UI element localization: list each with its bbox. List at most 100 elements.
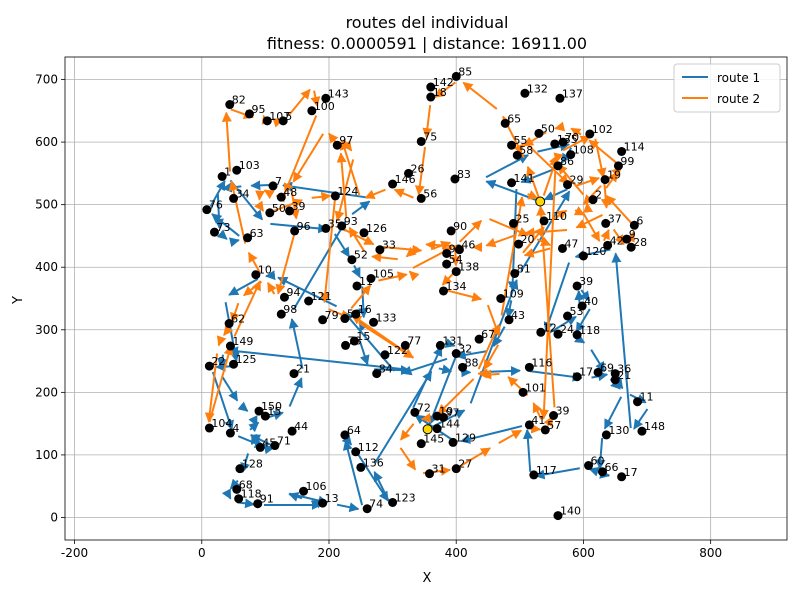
node-label: 82 xyxy=(232,94,246,107)
node-label: 37 xyxy=(608,212,622,225)
node-label: 74 xyxy=(369,498,383,511)
node-marker xyxy=(563,180,573,190)
node-marker xyxy=(202,205,212,215)
route-2-segment xyxy=(336,152,348,219)
node-label: 21 xyxy=(296,363,310,376)
route-1-segment xyxy=(633,408,649,430)
node-marker xyxy=(598,467,608,477)
node-marker xyxy=(318,315,328,325)
route-1-segment xyxy=(351,265,361,279)
node-label: 1 xyxy=(224,165,231,178)
node-marker xyxy=(244,109,254,119)
node-label: 91 xyxy=(260,493,274,506)
y-tick-label: 400 xyxy=(35,260,58,274)
node-label: 31 xyxy=(431,463,445,476)
node-marker xyxy=(601,218,611,228)
route-1-segment xyxy=(333,233,351,258)
route-1-segment xyxy=(228,237,240,248)
chart-subtitle: fitness: 0.0000591 | distance: 16911.00 xyxy=(267,34,587,53)
route-2-segment xyxy=(230,302,240,323)
node-label: 5 xyxy=(285,110,292,123)
route-2-segment xyxy=(527,144,570,185)
route-1-segment xyxy=(282,181,369,199)
node-label: 70 xyxy=(565,131,579,144)
node-marker xyxy=(410,407,420,417)
route-2-segment xyxy=(247,251,261,273)
route-2-segment xyxy=(485,234,517,248)
route-2-segment xyxy=(223,325,234,336)
node-label: 18 xyxy=(433,86,447,99)
node-label: 148 xyxy=(644,420,665,433)
node-marker xyxy=(539,216,549,226)
route-2-segment xyxy=(600,181,611,209)
node-label: 63 xyxy=(250,227,264,240)
route-2-segment xyxy=(477,324,500,370)
node-marker xyxy=(229,193,239,203)
node-marker xyxy=(276,309,286,319)
node-label: 102 xyxy=(592,123,613,136)
route-2-segment xyxy=(255,190,266,201)
node-label: 64 xyxy=(347,424,361,437)
node-label: 58 xyxy=(519,144,533,157)
node-label: 137 xyxy=(562,87,583,100)
node-label: 114 xyxy=(624,140,645,153)
node-marker xyxy=(290,226,300,236)
node-label: 11 xyxy=(640,391,654,404)
node-marker xyxy=(369,317,379,327)
node-marker xyxy=(229,359,239,369)
node-marker xyxy=(217,171,227,181)
node-marker xyxy=(388,179,398,189)
x-tick-label: 600 xyxy=(572,546,595,560)
node-marker xyxy=(448,437,458,447)
node-label: 28 xyxy=(633,236,647,249)
node-marker xyxy=(566,150,576,160)
y-tick-label: 700 xyxy=(35,73,58,87)
route-2-segment xyxy=(553,152,564,164)
node-marker xyxy=(438,412,448,422)
route-2-segment xyxy=(208,344,234,423)
node-label: 69 xyxy=(600,361,614,374)
route-2-segment xyxy=(481,369,500,380)
node-marker xyxy=(553,329,563,339)
node-marker xyxy=(330,191,340,201)
legend: route 1 route 2 xyxy=(673,63,781,113)
node-marker xyxy=(400,340,410,350)
node-label: 146 xyxy=(395,173,416,186)
route-1-segment xyxy=(351,200,371,216)
node-marker xyxy=(253,499,263,509)
node-marker xyxy=(550,139,560,149)
node-marker xyxy=(524,420,534,430)
node-label: 67 xyxy=(481,328,495,341)
node-label: 128 xyxy=(242,458,263,471)
node-marker xyxy=(555,93,565,103)
node-marker xyxy=(585,129,595,139)
node-marker xyxy=(451,464,461,474)
node-label: 126 xyxy=(366,222,387,235)
node-marker xyxy=(351,309,361,319)
node-marker xyxy=(529,470,539,480)
node-marker xyxy=(512,150,522,160)
node-marker xyxy=(224,319,234,329)
route-2-segment xyxy=(320,200,336,304)
route-1-segment xyxy=(575,308,591,333)
route-2-segment xyxy=(283,115,318,194)
route-1-segment xyxy=(460,425,523,444)
route-2-segment xyxy=(378,271,408,282)
node-marker xyxy=(341,340,351,350)
node-marker xyxy=(438,286,448,296)
node-marker xyxy=(416,439,426,449)
node-marker xyxy=(451,71,461,81)
route-1-segment xyxy=(444,338,456,348)
route-2-segment xyxy=(588,139,619,165)
route-1-segment xyxy=(341,434,353,446)
node-label: 39 xyxy=(579,275,593,288)
node-label: 24 xyxy=(560,323,574,336)
node-marker xyxy=(285,206,295,216)
node-marker xyxy=(356,462,366,472)
node-label: 145 xyxy=(423,433,444,446)
node-marker xyxy=(504,315,514,325)
route-2-segment xyxy=(420,412,432,423)
route-1-segment xyxy=(579,289,591,302)
y-axis-label: Y xyxy=(11,296,26,305)
route-2-segment xyxy=(221,111,232,172)
